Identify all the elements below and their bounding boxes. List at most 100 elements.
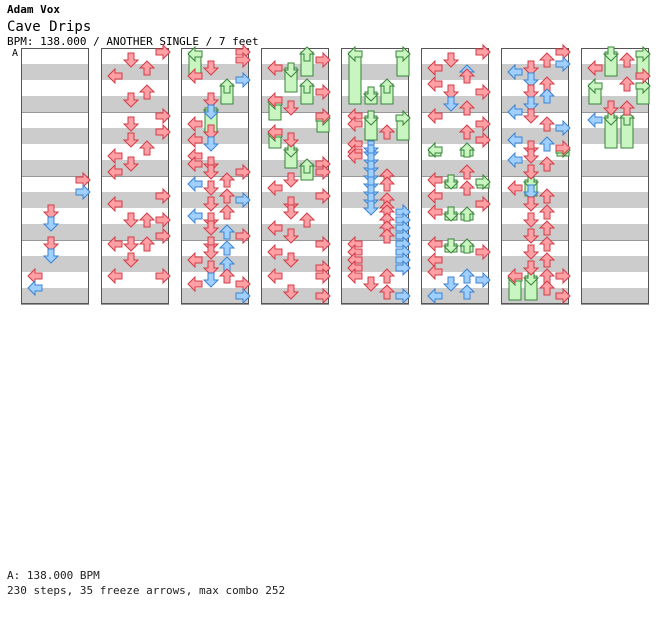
freeze-arrow [442,238,460,254]
step-arrow [347,115,363,133]
step-arrow [138,212,156,228]
step-arrow [522,60,540,76]
step-arrow [458,124,476,140]
step-arrow [538,88,556,104]
step-arrow [267,219,283,237]
step-arrow [282,172,300,188]
step-arrow [442,96,460,112]
step-arrow [427,287,443,305]
freeze-arrow [427,141,443,159]
step-arrow [427,75,443,93]
step-arrow [378,176,396,192]
freeze-arrow [187,45,203,77]
step-arrow [458,180,476,196]
freeze-arrow [618,110,636,149]
freeze-arrow [458,142,476,158]
step-arrow [538,156,556,172]
step-arrow [427,235,443,253]
step-arrow [282,100,300,116]
step-arrow [202,220,220,236]
step-arrow [635,67,651,85]
freeze-arrow [587,77,603,105]
step-arrow [522,212,540,228]
step-arrow [218,204,236,220]
step-arrow [187,275,203,293]
step-arrow [427,263,443,281]
step-arrow [507,267,523,285]
step-arrow [458,68,476,84]
step-arrow [442,84,460,100]
step-arrow [218,268,236,284]
step-arrow [507,179,523,197]
step-arrow [475,83,491,101]
step-arrow [235,163,251,181]
freeze-arrow [475,173,491,191]
step-arrow [42,204,60,220]
step-arrow [202,124,220,140]
step-arrow [427,59,443,77]
step-arrow [315,235,331,253]
step-arrow [475,115,491,133]
step-arrow [155,107,171,125]
step-arrow [315,187,331,205]
step-arrow [235,227,251,245]
step-arrow [522,244,540,260]
step-arrow [27,279,43,297]
step-arrow [458,100,476,116]
step-arrow [602,100,620,116]
step-arrow [555,119,571,137]
step-arrow [218,240,236,256]
step-arrow [202,60,220,76]
step-arrow [155,211,171,229]
step-arrow [538,236,556,252]
step-arrow [218,224,236,240]
step-arrow [267,59,283,77]
freeze-arrow [395,45,411,77]
freeze-arrow [378,78,396,105]
step-arrow [202,104,220,120]
step-arrow [427,203,443,221]
step-arrow [122,52,140,68]
step-arrow [315,51,331,69]
step-arrow [538,136,556,152]
step-arrow [138,60,156,76]
step-arrow [107,195,123,213]
step-arrow [202,196,220,212]
bpm-summary: A: 138.000 BPM [7,569,100,582]
step-arrow [155,43,171,61]
step-arrow [218,172,236,188]
step-arrow [42,236,60,252]
step-arrow [107,235,123,253]
step-arrow [555,139,571,157]
step-arrow [618,76,636,92]
step-arrow [282,284,300,300]
step-arrow [187,207,203,225]
step-arrow [187,251,203,269]
step-arrow [155,267,171,285]
step-arrow [507,151,523,169]
step-arrow [107,67,123,85]
step-chart [21,43,651,305]
step-arrow [442,52,460,68]
step-arrow [187,67,203,85]
step-arrow [347,147,363,165]
step-arrow [378,228,396,244]
step-arrow [282,228,300,244]
step-arrow [522,196,540,212]
chart-meta: BPM: 138.000 / ANOTHER SINGLE / 7 feet [7,35,259,48]
step-arrow [202,244,220,260]
step-arrow [538,220,556,236]
step-arrow [395,259,411,277]
step-arrow [75,183,91,201]
step-arrow [538,280,556,296]
step-arrow [107,163,123,181]
step-arrow [235,71,251,89]
step-arrow [427,187,443,205]
step-arrow [282,252,300,268]
step-arrow [235,287,251,305]
step-arrow [315,163,331,181]
step-arrow [555,55,571,73]
step-arrow [218,188,236,204]
freeze-arrow [522,270,540,301]
step-arrow [507,131,523,149]
